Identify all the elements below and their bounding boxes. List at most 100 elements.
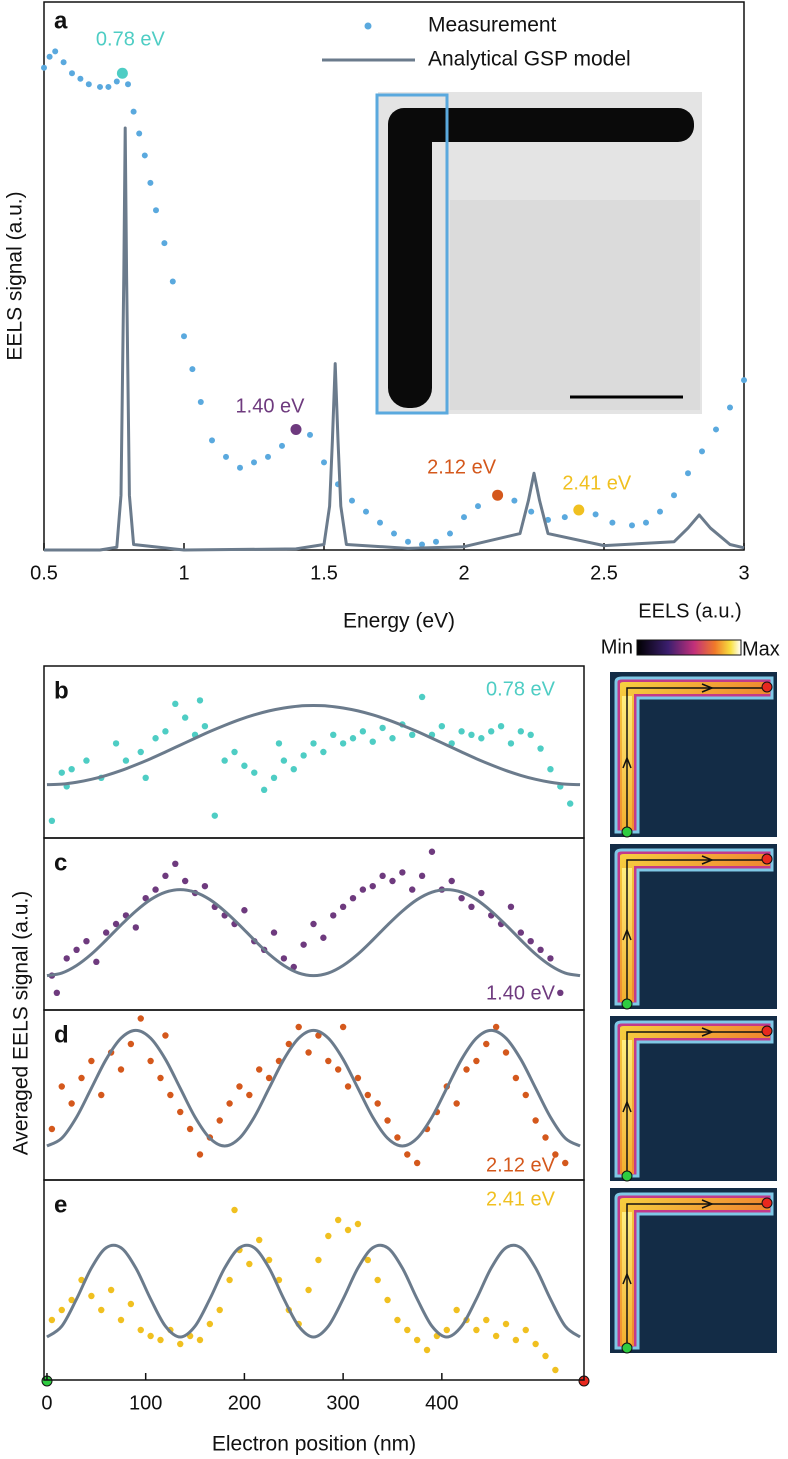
map-end [761, 681, 773, 693]
eels-map [610, 1016, 777, 1182]
data-point [246, 1260, 253, 1268]
data-point [58, 1306, 65, 1314]
data-point [93, 958, 100, 966]
data-point [236, 1083, 243, 1090]
data-point [545, 516, 551, 523]
data-point [122, 757, 130, 764]
data-point [359, 886, 367, 893]
data-point [172, 860, 179, 867]
data-point [379, 872, 386, 880]
data-point [394, 1134, 401, 1141]
data-point [497, 723, 505, 730]
data-point [237, 464, 243, 471]
data-point [189, 366, 196, 373]
map-start [621, 998, 633, 1010]
data-point [369, 882, 376, 890]
data-point [419, 541, 425, 548]
data-point [547, 766, 554, 773]
data-point [478, 735, 485, 742]
data-point [561, 514, 568, 521]
data-point [537, 745, 544, 752]
data-point [532, 1340, 539, 1348]
data-point [52, 48, 59, 55]
data-point [125, 81, 131, 88]
map-arrow [622, 1027, 715, 1113]
data-point [349, 497, 355, 504]
data-point [522, 1326, 529, 1334]
data-point [98, 1091, 105, 1099]
data-point [461, 514, 467, 521]
annotation-marker [116, 67, 128, 79]
data-point [167, 1091, 174, 1099]
model-line [46, 1028, 581, 1148]
map-end [761, 853, 773, 865]
data-point [384, 1296, 391, 1304]
data-point [478, 889, 485, 897]
data-point [85, 81, 92, 88]
data-point [265, 1256, 273, 1264]
data-point [98, 1306, 105, 1314]
annotation-label: 2.12 eV [486, 1154, 556, 1176]
x-axis-label: Electron position (nm) [212, 1433, 416, 1456]
data-point [609, 519, 616, 526]
panel: c 1.40 eV [43, 837, 585, 1011]
data-point [68, 1296, 75, 1304]
data-point [147, 1332, 154, 1340]
data-point [325, 1232, 332, 1240]
map-path [626, 859, 767, 1004]
panel: e 0 100 200 300 400 Electron position (nm) 2.41… [41, 1179, 585, 1456]
data-point [354, 1074, 362, 1082]
annotation-label: 2.41 eV [562, 472, 632, 494]
data-point [157, 1074, 164, 1082]
data-point [105, 83, 112, 90]
data-point [344, 1226, 352, 1234]
panel-label: e [54, 1191, 67, 1218]
data-point [169, 278, 176, 285]
data-point [241, 762, 248, 769]
data-point [542, 1352, 549, 1360]
data-point [334, 1066, 342, 1073]
data-point [685, 470, 691, 477]
data-point [88, 1057, 95, 1065]
data-point [389, 735, 396, 742]
data-point [409, 731, 416, 738]
data-point [418, 872, 426, 880]
panel-label: c [54, 849, 67, 876]
data-point [48, 817, 56, 824]
data-point [83, 938, 90, 945]
panel-label: a [54, 7, 68, 34]
data-point [433, 538, 439, 545]
data-point [127, 1300, 135, 1308]
data-point [475, 503, 481, 510]
map-arrow [622, 683, 715, 769]
annotation-label: 0.78 eV [486, 678, 556, 700]
model-line [44, 126, 745, 552]
data-point [453, 1100, 460, 1107]
data-point [453, 1306, 460, 1314]
colorbar-gradient [636, 639, 742, 656]
data-point [447, 530, 453, 537]
data-point [527, 938, 534, 945]
data-point [142, 895, 149, 902]
data-point [270, 929, 278, 936]
data-point [315, 1256, 322, 1264]
model-line [46, 704, 581, 787]
data-point [113, 78, 120, 85]
panel-label: b [54, 677, 69, 704]
data-point [517, 728, 525, 735]
data-point [374, 1100, 381, 1107]
data-point [251, 459, 257, 466]
data-point [147, 1057, 154, 1065]
map-arrow [622, 855, 715, 941]
data-point [290, 766, 297, 773]
data-point [152, 886, 159, 893]
data-point [527, 731, 534, 738]
data-point [552, 1366, 559, 1374]
plot-frame [43, 1, 745, 551]
data-point [60, 59, 67, 66]
data-point [566, 800, 574, 807]
data-point [517, 929, 525, 936]
eels-map [610, 844, 777, 1010]
annotation-label: 0.78 eV [96, 29, 166, 51]
